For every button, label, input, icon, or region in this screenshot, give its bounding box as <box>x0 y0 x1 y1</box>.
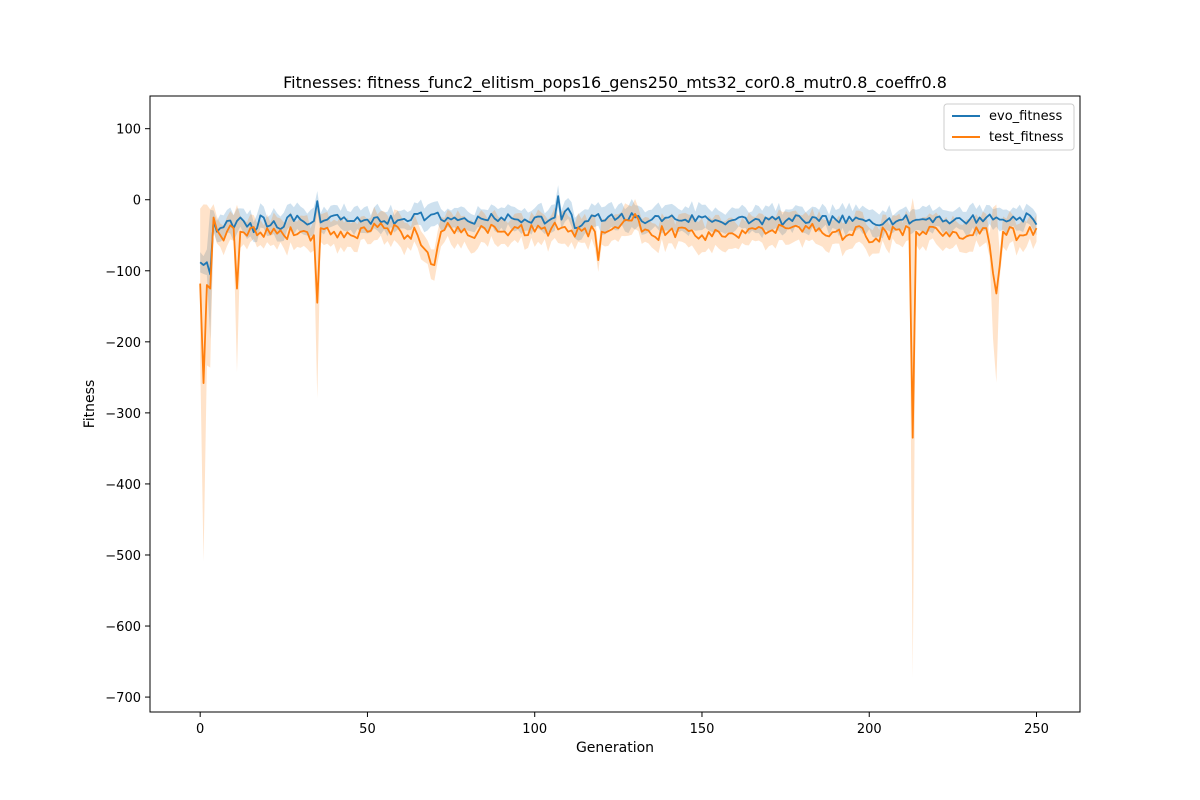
y-axis-ticks: 100 0 −100 −200 −300 −400 −500 −600 −700 <box>105 123 150 706</box>
x-axis-label: Generation <box>576 740 654 756</box>
y-tick-label: 0 <box>133 194 141 209</box>
x-axis-ticks: 0 50 100 150 200 250 <box>196 712 1049 737</box>
test-fitness-band <box>200 198 1037 678</box>
test-fitness-line <box>199 213 1038 439</box>
x-tick-label: 100 <box>522 722 547 737</box>
series-lines <box>199 195 1038 439</box>
x-tick-label: 250 <box>1024 722 1049 737</box>
y-tick-label: −700 <box>105 691 141 706</box>
y-tick-label: −600 <box>105 620 141 635</box>
x-tick-label: 50 <box>359 722 376 737</box>
confidence-bands <box>200 185 1037 678</box>
legend: evo_fitness test_fitness <box>943 103 1075 151</box>
evo-fitness-band <box>200 185 1037 339</box>
chart-title: Fitnesses: fitness_func2_elitism_pops16_… <box>283 73 947 93</box>
y-tick-label: −400 <box>105 478 141 493</box>
x-tick-label: 150 <box>690 722 715 737</box>
y-tick-label: 100 <box>116 123 141 138</box>
y-tick-label: −300 <box>105 407 141 422</box>
legend-label-test-fitness: test_fitness <box>989 130 1064 145</box>
y-axis-label: Fitness <box>82 380 98 429</box>
x-tick-label: 0 <box>196 722 204 737</box>
evo-fitness-line <box>199 195 1038 276</box>
y-tick-label: −100 <box>105 265 141 280</box>
y-tick-label: −200 <box>105 336 141 351</box>
y-tick-label: −500 <box>105 549 141 564</box>
plot-frame <box>149 95 1081 713</box>
x-tick-label: 200 <box>857 722 882 737</box>
legend-label-evo-fitness: evo_fitness <box>989 109 1062 124</box>
